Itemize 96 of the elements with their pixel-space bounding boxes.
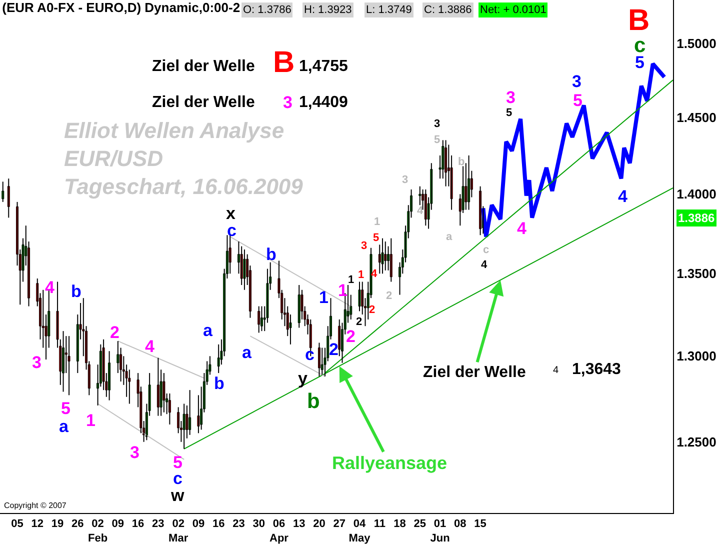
y-tick-label: 1.5000 bbox=[676, 36, 716, 51]
annotation: 1 bbox=[348, 274, 354, 286]
x-tick-label: 30 bbox=[252, 518, 265, 530]
annotation: 1 bbox=[338, 281, 348, 300]
annotation: 1 bbox=[86, 411, 96, 430]
annotation: b bbox=[214, 374, 224, 393]
x-tick-label: 02 Mar bbox=[168, 518, 189, 544]
annotation: Rallyeansage bbox=[332, 453, 448, 473]
x-tick-label: 23 bbox=[232, 518, 245, 530]
x-tick-label: 20 bbox=[313, 518, 326, 530]
annotation: c bbox=[483, 244, 490, 256]
x-tick-label: 26 bbox=[72, 518, 84, 530]
annotation: 4 bbox=[45, 278, 55, 297]
x-tick-label: 25 bbox=[414, 518, 426, 530]
annotation: c bbox=[305, 345, 314, 364]
annotation: C: 1.3886 bbox=[424, 4, 472, 16]
annotation: 3 bbox=[402, 174, 408, 186]
text: 1.3886 bbox=[678, 211, 716, 225]
y-tick-label: 1.2500 bbox=[676, 434, 716, 450]
x-tick-label: 09 bbox=[112, 518, 124, 530]
annotation: 2 bbox=[356, 316, 362, 328]
annotation: B bbox=[273, 46, 295, 79]
annotation: b bbox=[307, 390, 320, 413]
annotation: a bbox=[446, 231, 453, 243]
x-tick-label: 19 bbox=[51, 518, 64, 530]
annotation: 4 bbox=[517, 219, 527, 238]
annotation: 4 bbox=[481, 259, 488, 271]
annotation: H: 1.3923 bbox=[304, 4, 352, 16]
annotation: b bbox=[458, 156, 465, 168]
chart-title: (EUR A0-FX - EURO,D) Dynamic,0:00-2 bbox=[2, 0, 240, 15]
annotation: y bbox=[298, 369, 308, 388]
annotation: 3 bbox=[130, 443, 140, 462]
annotation: 2 bbox=[369, 304, 376, 316]
annotation: 1,4755 bbox=[299, 58, 348, 75]
x-tick-label: 02 Feb bbox=[88, 518, 108, 544]
annotation: O: 1.3786 bbox=[243, 4, 292, 16]
annotation: c bbox=[173, 469, 182, 488]
annotation: 3 bbox=[32, 353, 42, 372]
annotation: 5 bbox=[173, 453, 182, 472]
annotation: 5 bbox=[61, 399, 70, 418]
annotation: 5 bbox=[573, 91, 582, 110]
annotation: Ziel der Welle bbox=[152, 58, 255, 75]
annotation: 4 bbox=[145, 337, 155, 356]
annotation: b bbox=[71, 282, 82, 301]
annotation: w bbox=[170, 486, 185, 505]
annotation: c bbox=[227, 221, 236, 240]
y-tick-label: 1.3500 bbox=[676, 266, 716, 282]
x-tick-label: 18 bbox=[394, 518, 406, 530]
annotation: 5 bbox=[434, 134, 440, 146]
y-tick-label: 1.3000 bbox=[676, 348, 716, 364]
annotation: 3 bbox=[506, 88, 516, 107]
annotation: 2 bbox=[110, 323, 120, 342]
annotation: a bbox=[59, 417, 69, 436]
annotation: 1 bbox=[358, 269, 364, 281]
y-tick-label: 1.4500 bbox=[676, 110, 716, 125]
annotation: 3 bbox=[434, 118, 440, 130]
annotation: x bbox=[226, 204, 236, 223]
annotation: 5 bbox=[373, 232, 380, 244]
x-tick-label: 15 bbox=[474, 518, 486, 530]
annotation: 2 bbox=[386, 290, 392, 302]
annotation: 4 bbox=[417, 205, 424, 217]
x-tick-label: 16 bbox=[212, 518, 225, 530]
annotation: a bbox=[203, 321, 213, 340]
annotation: 1 bbox=[319, 288, 328, 307]
x-tick-label: 09 bbox=[192, 518, 205, 530]
x-tick-label: 16 bbox=[132, 518, 144, 530]
x-tick-label: 12 bbox=[31, 518, 44, 530]
annotation: Copyright © 2007 bbox=[4, 501, 67, 510]
annotation: a bbox=[242, 343, 252, 362]
annotation: 5 bbox=[506, 107, 512, 119]
x-tick-label: 13 bbox=[292, 518, 306, 530]
x-tick-label: 11 bbox=[374, 518, 386, 530]
annotation: 1,3643 bbox=[572, 361, 622, 378]
annotation: 4 bbox=[618, 187, 628, 206]
annotation: Net: + 0.0101 bbox=[480, 4, 546, 16]
x-tick-label: 08 bbox=[454, 518, 466, 530]
y-tick-label: 1.4000 bbox=[676, 186, 716, 202]
annotation: 3 bbox=[572, 72, 582, 91]
annotation: Ziel der Welle bbox=[152, 94, 255, 111]
x-tick-label: 27 bbox=[333, 518, 346, 530]
annotation: L: 1.3749 bbox=[366, 4, 412, 16]
x-tick-label: 23 bbox=[152, 518, 164, 530]
annotation: 1,4409 bbox=[299, 94, 348, 111]
x-tick-label: 01 Jun bbox=[430, 518, 450, 544]
annotation: 1 bbox=[374, 216, 380, 228]
annotation: 3 bbox=[283, 93, 292, 112]
annotation: 4 bbox=[553, 365, 559, 376]
annotation: B bbox=[628, 4, 650, 37]
annotation: 3 bbox=[361, 240, 368, 252]
x-tick-label: 04 May bbox=[348, 518, 372, 544]
x-tick-label: 06 Apr bbox=[270, 518, 290, 544]
annotation: 2 bbox=[346, 327, 356, 346]
x-tick-label: 05 bbox=[11, 518, 24, 530]
annotation: Ziel der Welle bbox=[423, 364, 526, 381]
annotation: b bbox=[266, 245, 276, 264]
annotation: 2 bbox=[329, 340, 338, 359]
